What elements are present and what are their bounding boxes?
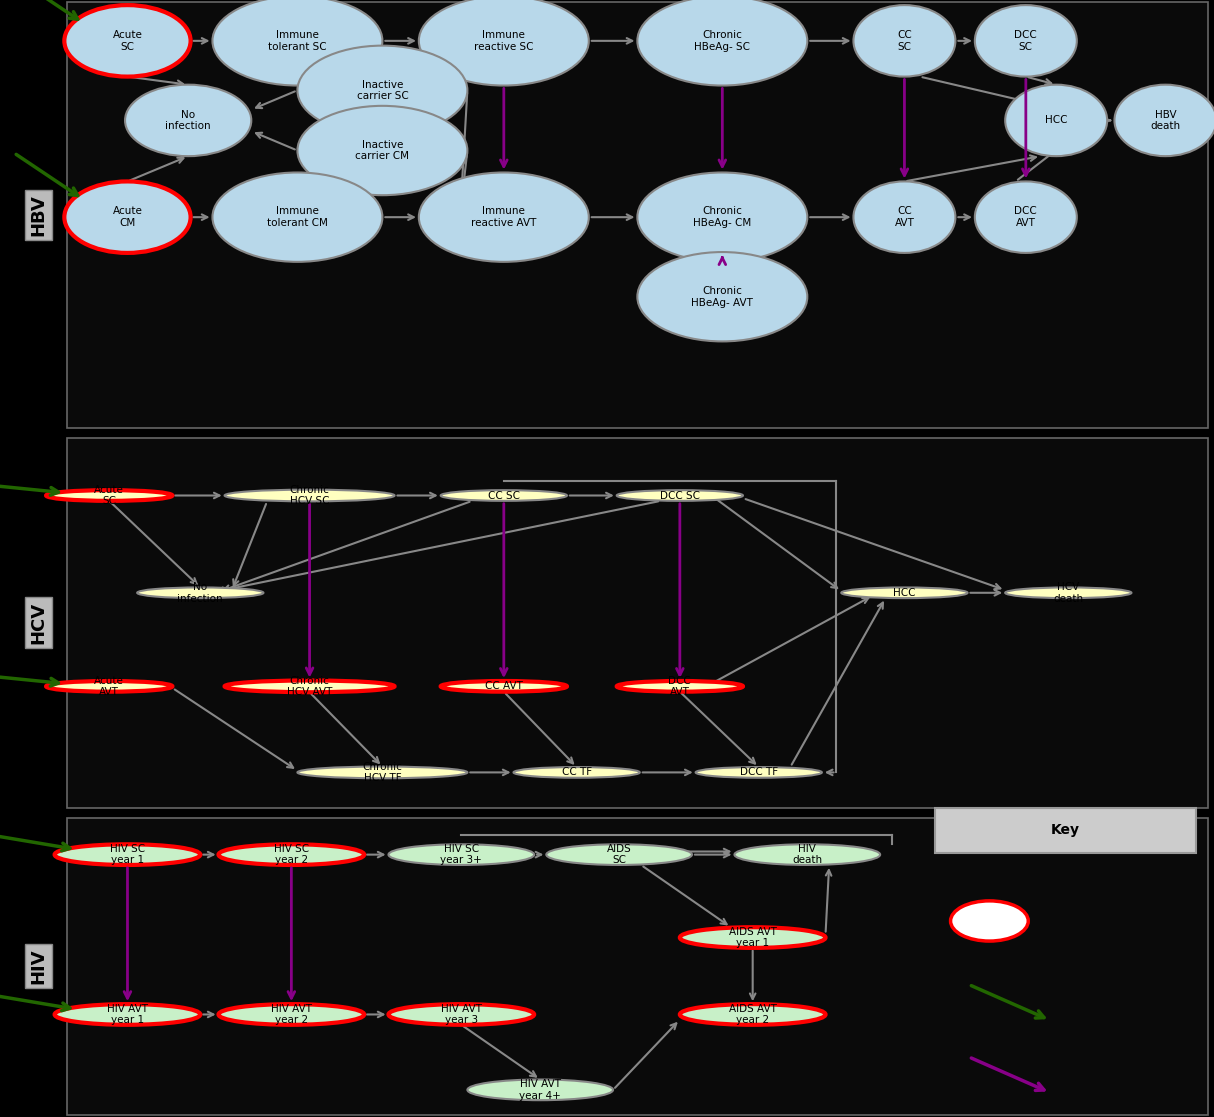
Text: HIV: HIV bbox=[30, 948, 47, 984]
Ellipse shape bbox=[219, 1004, 364, 1024]
Ellipse shape bbox=[212, 0, 382, 86]
Text: Chronic
HBeAg- SC: Chronic HBeAg- SC bbox=[694, 30, 750, 51]
Text: Chronic
HBeAg- AVT: Chronic HBeAg- AVT bbox=[692, 286, 753, 307]
Ellipse shape bbox=[951, 900, 1028, 941]
Text: Immune
reactive AVT: Immune reactive AVT bbox=[471, 207, 537, 228]
Ellipse shape bbox=[388, 1004, 534, 1024]
Text: CC
AVT: CC AVT bbox=[895, 207, 914, 228]
Text: Inactive
carrier CM: Inactive carrier CM bbox=[356, 140, 409, 161]
Text: CC SC: CC SC bbox=[488, 490, 520, 500]
FancyBboxPatch shape bbox=[67, 438, 1208, 808]
Ellipse shape bbox=[137, 588, 263, 598]
Ellipse shape bbox=[46, 681, 172, 691]
Ellipse shape bbox=[975, 6, 1077, 77]
Ellipse shape bbox=[1005, 85, 1107, 156]
Text: HIV AVT
year 3: HIV AVT year 3 bbox=[441, 1004, 482, 1025]
Text: HBV
death: HBV death bbox=[1151, 109, 1180, 131]
Text: HCC: HCC bbox=[894, 588, 915, 598]
Ellipse shape bbox=[680, 927, 826, 948]
Text: Acute
CM: Acute CM bbox=[113, 207, 142, 228]
Ellipse shape bbox=[225, 680, 395, 693]
Text: No
infection: No infection bbox=[177, 582, 223, 603]
Ellipse shape bbox=[297, 766, 467, 779]
Text: Immune
reactive SC: Immune reactive SC bbox=[473, 30, 534, 51]
Text: Key: Key bbox=[1051, 823, 1079, 838]
Text: HIV AVT
year 1: HIV AVT year 1 bbox=[107, 1004, 148, 1025]
Ellipse shape bbox=[219, 844, 364, 865]
Ellipse shape bbox=[841, 588, 968, 598]
Text: CC
SC: CC SC bbox=[897, 30, 912, 51]
Ellipse shape bbox=[637, 172, 807, 261]
Ellipse shape bbox=[388, 844, 534, 865]
Ellipse shape bbox=[125, 85, 251, 156]
Ellipse shape bbox=[853, 6, 955, 77]
Text: DCC SC: DCC SC bbox=[660, 490, 699, 500]
Ellipse shape bbox=[467, 1079, 613, 1100]
Text: DCC
AVT: DCC AVT bbox=[669, 676, 691, 697]
Ellipse shape bbox=[546, 844, 692, 865]
Ellipse shape bbox=[734, 844, 880, 865]
FancyBboxPatch shape bbox=[67, 2, 1208, 428]
Ellipse shape bbox=[441, 681, 567, 691]
Ellipse shape bbox=[637, 252, 807, 342]
Text: HIV
death: HIV death bbox=[793, 843, 822, 866]
Text: HIV SC
year 3+: HIV SC year 3+ bbox=[441, 843, 482, 866]
FancyBboxPatch shape bbox=[67, 818, 1208, 1115]
Text: Acute
AVT: Acute AVT bbox=[95, 676, 124, 697]
Text: DCC
AVT: DCC AVT bbox=[1015, 207, 1037, 228]
Text: Inactive
carrier SC: Inactive carrier SC bbox=[357, 79, 408, 102]
Text: HIV SC
year 2: HIV SC year 2 bbox=[274, 843, 308, 866]
Text: HCC: HCC bbox=[1045, 115, 1067, 125]
Text: DCC TF: DCC TF bbox=[739, 767, 778, 777]
Text: Immune
tolerant CM: Immune tolerant CM bbox=[267, 207, 328, 228]
Text: Chronic
HBeAg- CM: Chronic HBeAg- CM bbox=[693, 207, 751, 228]
Ellipse shape bbox=[55, 844, 200, 865]
Text: Chronic
HCV SC: Chronic HCV SC bbox=[290, 485, 329, 506]
Ellipse shape bbox=[617, 490, 743, 500]
Text: HBV: HBV bbox=[30, 194, 47, 236]
Ellipse shape bbox=[853, 181, 955, 252]
Text: HIV SC
year 1: HIV SC year 1 bbox=[110, 843, 144, 866]
Text: AIDS AVT
year 1: AIDS AVT year 1 bbox=[728, 927, 777, 948]
Ellipse shape bbox=[1114, 85, 1214, 156]
Ellipse shape bbox=[55, 1004, 200, 1024]
Text: HIV AVT
year 2: HIV AVT year 2 bbox=[271, 1004, 312, 1025]
Text: AIDS
SC: AIDS SC bbox=[607, 843, 631, 866]
Ellipse shape bbox=[64, 181, 191, 252]
Ellipse shape bbox=[637, 0, 807, 86]
Ellipse shape bbox=[617, 681, 743, 691]
Ellipse shape bbox=[1005, 588, 1131, 598]
Ellipse shape bbox=[225, 489, 395, 502]
Text: Acute
SC: Acute SC bbox=[95, 485, 124, 506]
Text: HCV: HCV bbox=[30, 602, 47, 643]
Text: Chronic
HCV TF: Chronic HCV TF bbox=[363, 762, 402, 783]
Text: Acute
SC: Acute SC bbox=[113, 30, 142, 51]
Ellipse shape bbox=[441, 490, 567, 500]
Ellipse shape bbox=[419, 172, 589, 261]
Text: AIDS AVT
year 2: AIDS AVT year 2 bbox=[728, 1004, 777, 1025]
Ellipse shape bbox=[297, 46, 467, 135]
Ellipse shape bbox=[46, 490, 172, 500]
Text: HCV
death: HCV death bbox=[1054, 582, 1083, 603]
Ellipse shape bbox=[297, 106, 467, 195]
Text: No
infection: No infection bbox=[165, 109, 211, 131]
Text: CC TF: CC TF bbox=[562, 767, 591, 777]
FancyBboxPatch shape bbox=[935, 809, 1196, 853]
Text: DCC
SC: DCC SC bbox=[1015, 30, 1037, 51]
Text: Chronic
HCV AVT: Chronic HCV AVT bbox=[287, 676, 333, 697]
Ellipse shape bbox=[212, 172, 382, 261]
Ellipse shape bbox=[975, 181, 1077, 252]
Text: Immune
tolerant SC: Immune tolerant SC bbox=[268, 30, 327, 51]
Ellipse shape bbox=[680, 1004, 826, 1024]
Text: HIV AVT
year 4+: HIV AVT year 4+ bbox=[520, 1079, 561, 1100]
Ellipse shape bbox=[64, 6, 191, 77]
Text: CC AVT: CC AVT bbox=[484, 681, 523, 691]
Ellipse shape bbox=[419, 0, 589, 86]
Ellipse shape bbox=[696, 767, 822, 777]
Ellipse shape bbox=[514, 767, 640, 777]
